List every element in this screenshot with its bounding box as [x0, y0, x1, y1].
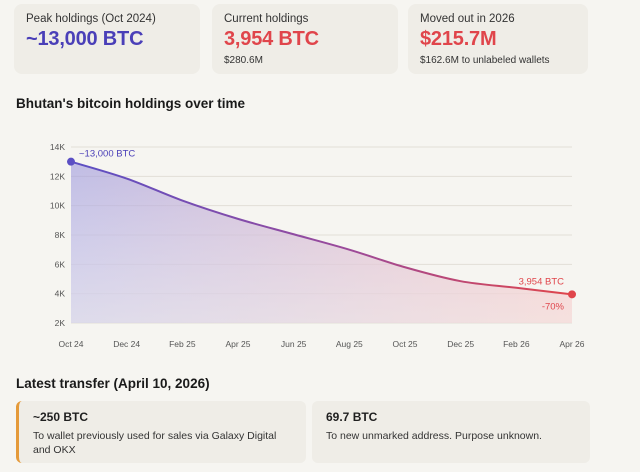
stat-label: Moved out in 2026 — [420, 13, 515, 25]
y-tick-label: 4K — [55, 289, 66, 299]
annotation-current: 3,954 BTC — [519, 276, 565, 287]
x-tick-label: Apr 26 — [559, 339, 584, 349]
x-tick-label: Jun 25 — [281, 339, 307, 349]
x-tick-label: Dec 25 — [447, 339, 474, 349]
transfer-description: To wallet previously used for sales via … — [33, 430, 277, 456]
chart-title: Bhutan's bitcoin holdings over time — [16, 96, 245, 111]
holdings-chart: 2K 4K 6K 8K 10K 12K 14K Oct 24 Dec 24 Feb 25 Apr … — [50, 142, 585, 349]
stat-card-current: Current holdings 3,954 BTC $280.6M — [212, 4, 398, 74]
latest-transfer-title: Latest transfer (April 10, 2026) — [16, 376, 210, 391]
x-tick-label: Oct 24 — [58, 339, 83, 349]
stat-card-peak: Peak holdings (Oct 2024) ~13,000 BTC — [14, 4, 200, 74]
series-line — [70, 160, 573, 296]
data-point-current — [568, 290, 576, 299]
stat-value: 3,954 BTC — [224, 28, 319, 50]
y-tick-label: 14K — [50, 142, 65, 152]
y-tick-label: 8K — [55, 230, 66, 240]
annotations: ~13,000 BTC 3,954 BTC -70% — [79, 149, 565, 313]
data-points — [67, 157, 576, 299]
stat-label: Current holdings — [224, 13, 309, 25]
stat-value: ~13,000 BTC — [26, 28, 144, 50]
y-tick-label: 10K — [50, 201, 65, 211]
x-tick-label: Feb 25 — [169, 339, 196, 349]
stat-label: Peak holdings (Oct 2024) — [26, 13, 156, 25]
annotation-peak: ~13,000 BTC — [79, 149, 135, 160]
data-point-peak — [67, 157, 75, 166]
annotation-change: -70% — [542, 301, 565, 312]
transfer-amount: 69.7 BTC — [326, 410, 378, 424]
transfer-card-2: 69.7 BTC To new unmarked address. Purpos… — [312, 401, 590, 463]
x-tick-label: Oct 25 — [392, 339, 417, 349]
y-axis: 2K 4K 6K 8K 10K 12K 14K — [50, 142, 65, 328]
stat-value: $215.7M — [420, 28, 497, 50]
y-tick-label: 2K — [55, 318, 66, 328]
y-tick-label: 12K — [50, 171, 65, 181]
y-tick-label: 6K — [55, 259, 66, 269]
transfer-amount: ~250 BTC — [33, 410, 89, 424]
stat-subtext: $280.6M — [224, 55, 263, 66]
x-tick-label: Apr 25 — [225, 339, 250, 349]
stat-card-moved-out: Moved out in 2026 $215.7M $162.6M to unl… — [408, 4, 588, 74]
transfer-card-1: ~250 BTC To wallet previously used for s… — [16, 401, 306, 463]
stat-subtext: $162.6M to unlabeled wallets — [420, 55, 550, 66]
transfer-description: To new unmarked address. Purpose unknown… — [326, 430, 542, 442]
x-axis: Oct 24 Dec 24 Feb 25 Apr 25 Jun 25 Aug 25 Oct … — [58, 339, 584, 349]
x-tick-label: Aug 25 — [336, 339, 363, 349]
x-tick-label: Dec 24 — [113, 339, 140, 349]
x-tick-label: Feb 26 — [503, 339, 530, 349]
